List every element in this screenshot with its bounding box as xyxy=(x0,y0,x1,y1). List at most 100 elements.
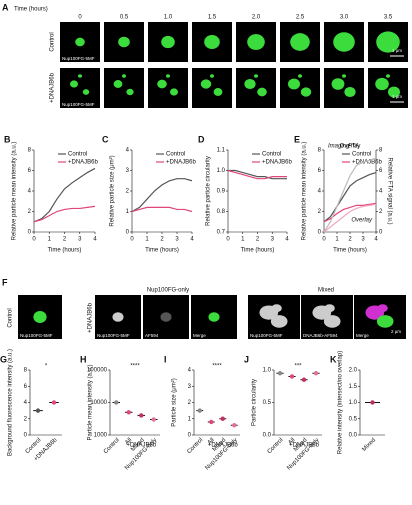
particle xyxy=(126,88,134,96)
mean-dot xyxy=(232,423,237,428)
y-tick-label: 2 xyxy=(126,189,130,195)
x-tick-label: 0 xyxy=(32,237,36,243)
y-tick-label: 0.0 xyxy=(349,433,358,439)
mean-dot xyxy=(151,417,156,422)
time-tick: 0 xyxy=(78,15,82,21)
mean-dot xyxy=(209,419,214,425)
x-tick-label: Control xyxy=(103,437,121,455)
x-axis-label: Time (hours) xyxy=(241,248,275,254)
y-axis-label: Relative intensity (intersect/no overlap… xyxy=(338,351,344,454)
y-tick-label: 0 xyxy=(126,230,130,236)
y-tick-label: 0.8 xyxy=(217,209,226,215)
y-tick-label: 3 xyxy=(188,384,192,390)
annotation: **** xyxy=(130,364,140,370)
particle xyxy=(82,89,90,95)
annotation: * xyxy=(45,364,48,370)
mean-dot xyxy=(313,371,319,376)
particle xyxy=(170,88,178,96)
micrograph xyxy=(236,68,276,108)
particle xyxy=(33,311,47,323)
y-axis-label: Relative particle mean intensity (a.u.) xyxy=(12,142,18,241)
y-tick-label: 2 xyxy=(28,209,32,215)
y-tick-label: 1.0 xyxy=(263,368,272,374)
y-tick-label: 1 xyxy=(188,416,192,422)
particle xyxy=(333,32,355,52)
x-tick-label: 4 xyxy=(374,237,378,243)
y-tick-label: 1.0 xyxy=(217,168,226,174)
y-tick-label: 0 xyxy=(24,433,28,439)
y-tick-label: 6 xyxy=(318,168,322,174)
particle xyxy=(118,36,130,48)
group-label: +DNAJB6b xyxy=(208,443,239,449)
particle xyxy=(344,86,356,98)
mean-dot xyxy=(370,400,375,405)
mean-dot xyxy=(114,400,119,405)
particle xyxy=(324,304,335,313)
image-label: AF594 xyxy=(145,333,159,338)
x-tick-label: 3 xyxy=(361,237,365,243)
y-tick-label: 1.5 xyxy=(349,384,358,390)
image-label: Nup100FG-5MF xyxy=(62,102,95,107)
annotation: *** xyxy=(294,364,302,370)
y-tick-label: 0 xyxy=(28,230,32,236)
particle xyxy=(377,304,388,313)
y-tick-label: 4 xyxy=(126,148,130,154)
time-tick: 2.0 xyxy=(252,15,261,21)
series-line xyxy=(323,157,377,233)
series-line xyxy=(228,169,287,180)
y-axis-label: Relative particle size (μm²) xyxy=(110,155,116,226)
header: Nup100FG-only xyxy=(147,288,189,294)
legend-header: Imaging xyxy=(328,144,350,150)
x-tick-label: All xyxy=(124,437,133,446)
x-tick-label: 1 xyxy=(48,237,52,243)
image-label: Nup100FG-5MF xyxy=(97,333,130,338)
particle xyxy=(247,34,265,50)
particle xyxy=(204,34,220,50)
y2-axis-label: Relative FTA signal (a.u.) xyxy=(386,158,392,225)
y-tick-label: 4 xyxy=(318,189,322,195)
particle xyxy=(78,74,82,78)
group-label: +DNAJB6b xyxy=(126,443,157,449)
mean-dot xyxy=(301,377,307,382)
x-axis-label: Time (hours) xyxy=(145,248,179,254)
row-label: +DNAJB6b xyxy=(88,302,94,333)
time-tick: 3.5 xyxy=(384,15,393,21)
annotation: Overlay xyxy=(351,218,373,224)
particle xyxy=(112,312,124,322)
time-tick: 1.5 xyxy=(208,15,217,21)
y-axis-label: Relative particle mean intensity (a.u.) xyxy=(302,142,308,241)
scale-bar-label: 2 μm xyxy=(391,329,401,334)
particle xyxy=(75,37,85,47)
row-label: +DNAJB6b xyxy=(50,72,56,103)
y-tick-label: 4 xyxy=(28,189,32,195)
particle xyxy=(200,79,212,89)
mean-dot xyxy=(139,413,144,418)
x-tick-label: 2 xyxy=(63,237,67,243)
series-line xyxy=(323,203,377,233)
y-tick-label: 8 xyxy=(28,148,32,154)
particle xyxy=(257,87,267,97)
y-tick-label: 1 xyxy=(126,209,130,215)
y-tick-label: 6 xyxy=(24,384,28,390)
particle xyxy=(290,33,310,51)
image-label: Merge xyxy=(356,333,369,338)
particle xyxy=(323,315,341,328)
y-tick-label: 100000 xyxy=(87,368,108,374)
y-tick-label: 0.0 xyxy=(263,433,272,439)
y2-tick-label: 8 xyxy=(379,148,383,154)
y-tick-label: 0.5 xyxy=(349,416,358,422)
y-tick-label: 0.5 xyxy=(263,400,272,406)
x-tick-label: 3 xyxy=(271,237,275,243)
legend-label: Control xyxy=(352,152,371,158)
x-tick-label: 0 xyxy=(130,237,134,243)
y-tick-label: 8 xyxy=(318,148,322,154)
panel-label: K xyxy=(330,354,337,364)
series-line xyxy=(227,169,287,180)
micrograph xyxy=(104,68,144,108)
panel-label: C xyxy=(102,134,109,144)
row-label: Control xyxy=(50,32,56,51)
time-tick: 1.0 xyxy=(164,15,173,21)
particle xyxy=(331,78,345,90)
y-axis-label: Particle mean intensity (a.u.) xyxy=(88,364,94,440)
